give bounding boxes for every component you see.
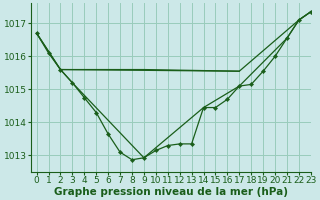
X-axis label: Graphe pression niveau de la mer (hPa): Graphe pression niveau de la mer (hPa) — [54, 187, 288, 197]
